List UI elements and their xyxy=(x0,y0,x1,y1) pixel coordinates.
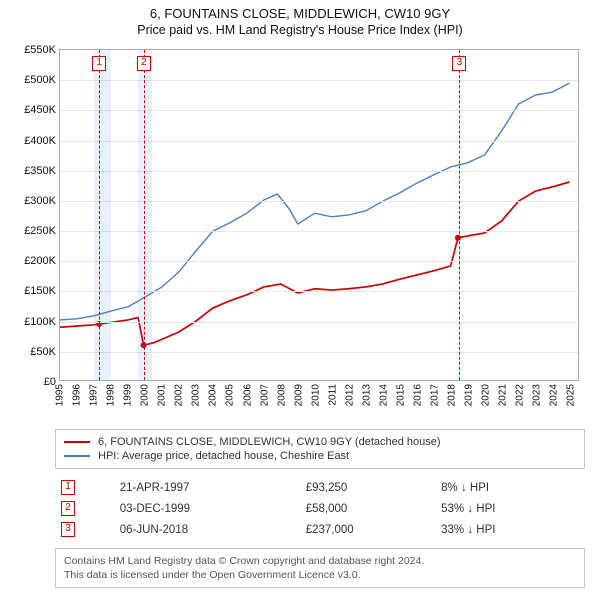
x-tick-label: 2021 xyxy=(498,384,509,406)
x-tick-label: 2005 xyxy=(225,384,236,406)
x-tick-label: 2011 xyxy=(327,384,338,406)
y-tick-label: £350K xyxy=(24,165,56,177)
event-date: 06-JUN-2018 xyxy=(114,519,300,540)
x-tick-label: 2012 xyxy=(344,384,355,406)
x-tick-label: 2009 xyxy=(293,384,304,406)
event-vline xyxy=(99,50,100,380)
x-tick-label: 2025 xyxy=(566,384,577,406)
x-tick-label: 2013 xyxy=(361,384,372,406)
y-tick-label: £150K xyxy=(24,285,56,297)
event-date: 03-DEC-1999 xyxy=(114,498,300,519)
y-tick-label: £500K xyxy=(24,74,56,86)
x-tick-label: 2016 xyxy=(413,384,424,406)
x-tick-label: 1999 xyxy=(123,384,134,406)
event-price: £58,000 xyxy=(300,498,435,519)
shaded-band xyxy=(94,50,111,380)
x-tick-label: 2000 xyxy=(140,384,151,406)
x-tick-label: 2008 xyxy=(276,384,287,406)
x-tick-label: 2019 xyxy=(464,384,475,406)
x-tick-label: 1995 xyxy=(55,384,66,406)
x-tick-label: 2020 xyxy=(481,384,492,406)
x-tick-label: 2022 xyxy=(515,384,526,406)
x-tick-label: 2024 xyxy=(549,384,560,406)
x-tick-label: 1998 xyxy=(106,384,117,406)
legend-item: HPI: Average price, detached house, Ches… xyxy=(64,449,576,463)
event-delta: 33% ↓ HPI xyxy=(435,519,585,540)
chart-container: £0£50K£100K£150K£200K£250K£300K£350K£400… xyxy=(15,43,585,423)
plot-area: £0£50K£100K£150K£200K£250K£300K£350K£400… xyxy=(59,49,579,381)
x-tick-label: 2001 xyxy=(157,384,168,406)
table-row: 2 03-DEC-1999£58,00053% ↓ HPI xyxy=(55,498,585,519)
legend-item: 6, FOUNTAINS CLOSE, MIDDLEWICH, CW10 9GY… xyxy=(64,435,576,449)
legend-swatch xyxy=(64,455,90,457)
event-vline xyxy=(459,50,460,380)
x-tick-label: 2018 xyxy=(447,384,458,406)
event-price: £237,000 xyxy=(300,519,435,540)
event-delta: 8% ↓ HPI xyxy=(435,477,585,498)
footer-line-2: This data is licensed under the Open Gov… xyxy=(64,568,576,582)
x-tick-label: 2017 xyxy=(430,384,441,406)
event-vline xyxy=(144,50,145,380)
event-delta: 53% ↓ HPI xyxy=(435,498,585,519)
footer-attribution: Contains HM Land Registry data © Crown c… xyxy=(55,548,585,588)
event-marker: 1 xyxy=(92,56,106,71)
footer-line-1: Contains HM Land Registry data © Crown c… xyxy=(64,554,576,568)
chart-subtitle: Price paid vs. HM Land Registry's House … xyxy=(0,21,600,43)
x-tick-label: 2003 xyxy=(191,384,202,406)
event-number-icon: 1 xyxy=(61,480,75,495)
legend-label: 6, FOUNTAINS CLOSE, MIDDLEWICH, CW10 9GY… xyxy=(98,436,441,448)
y-tick-label: £400K xyxy=(24,135,56,147)
event-marker: 3 xyxy=(452,56,466,71)
event-number-icon: 3 xyxy=(61,522,75,537)
x-tick-label: 1996 xyxy=(72,384,83,406)
x-tick-label: 2006 xyxy=(242,384,253,406)
x-tick-label: 2023 xyxy=(532,384,543,406)
y-tick-label: £300K xyxy=(24,195,56,207)
y-tick-label: £550K xyxy=(24,44,56,56)
events-table: 1 21-APR-1997£93,2508% ↓ HPI 2 03-DEC-1999£… xyxy=(55,477,585,540)
table-row: 1 21-APR-1997£93,2508% ↓ HPI xyxy=(55,477,585,498)
x-tick-label: 2014 xyxy=(378,384,389,406)
x-tick-label: 1997 xyxy=(89,384,100,406)
event-number-icon: 2 xyxy=(61,501,75,516)
legend-swatch xyxy=(64,441,90,443)
event-marker: 2 xyxy=(137,56,151,71)
x-tick-label: 2007 xyxy=(259,384,270,406)
event-price: £93,250 xyxy=(300,477,435,498)
y-tick-label: £450K xyxy=(24,104,56,116)
y-tick-label: £100K xyxy=(24,316,56,328)
x-tick-label: 2004 xyxy=(208,384,219,406)
x-tick-label: 2002 xyxy=(174,384,185,406)
legend: 6, FOUNTAINS CLOSE, MIDDLEWICH, CW10 9GY… xyxy=(55,429,585,469)
y-tick-label: £200K xyxy=(24,255,56,267)
y-tick-label: £250K xyxy=(24,225,56,237)
x-tick-label: 2010 xyxy=(310,384,321,406)
table-row: 3 06-JUN-2018£237,00033% ↓ HPI xyxy=(55,519,585,540)
chart-title: 6, FOUNTAINS CLOSE, MIDDLEWICH, CW10 9GY xyxy=(0,0,600,21)
event-date: 21-APR-1997 xyxy=(114,477,300,498)
y-tick-label: £50K xyxy=(30,346,56,358)
shaded-band xyxy=(138,50,152,380)
x-tick-label: 2015 xyxy=(395,384,406,406)
legend-label: HPI: Average price, detached house, Ches… xyxy=(98,450,349,462)
